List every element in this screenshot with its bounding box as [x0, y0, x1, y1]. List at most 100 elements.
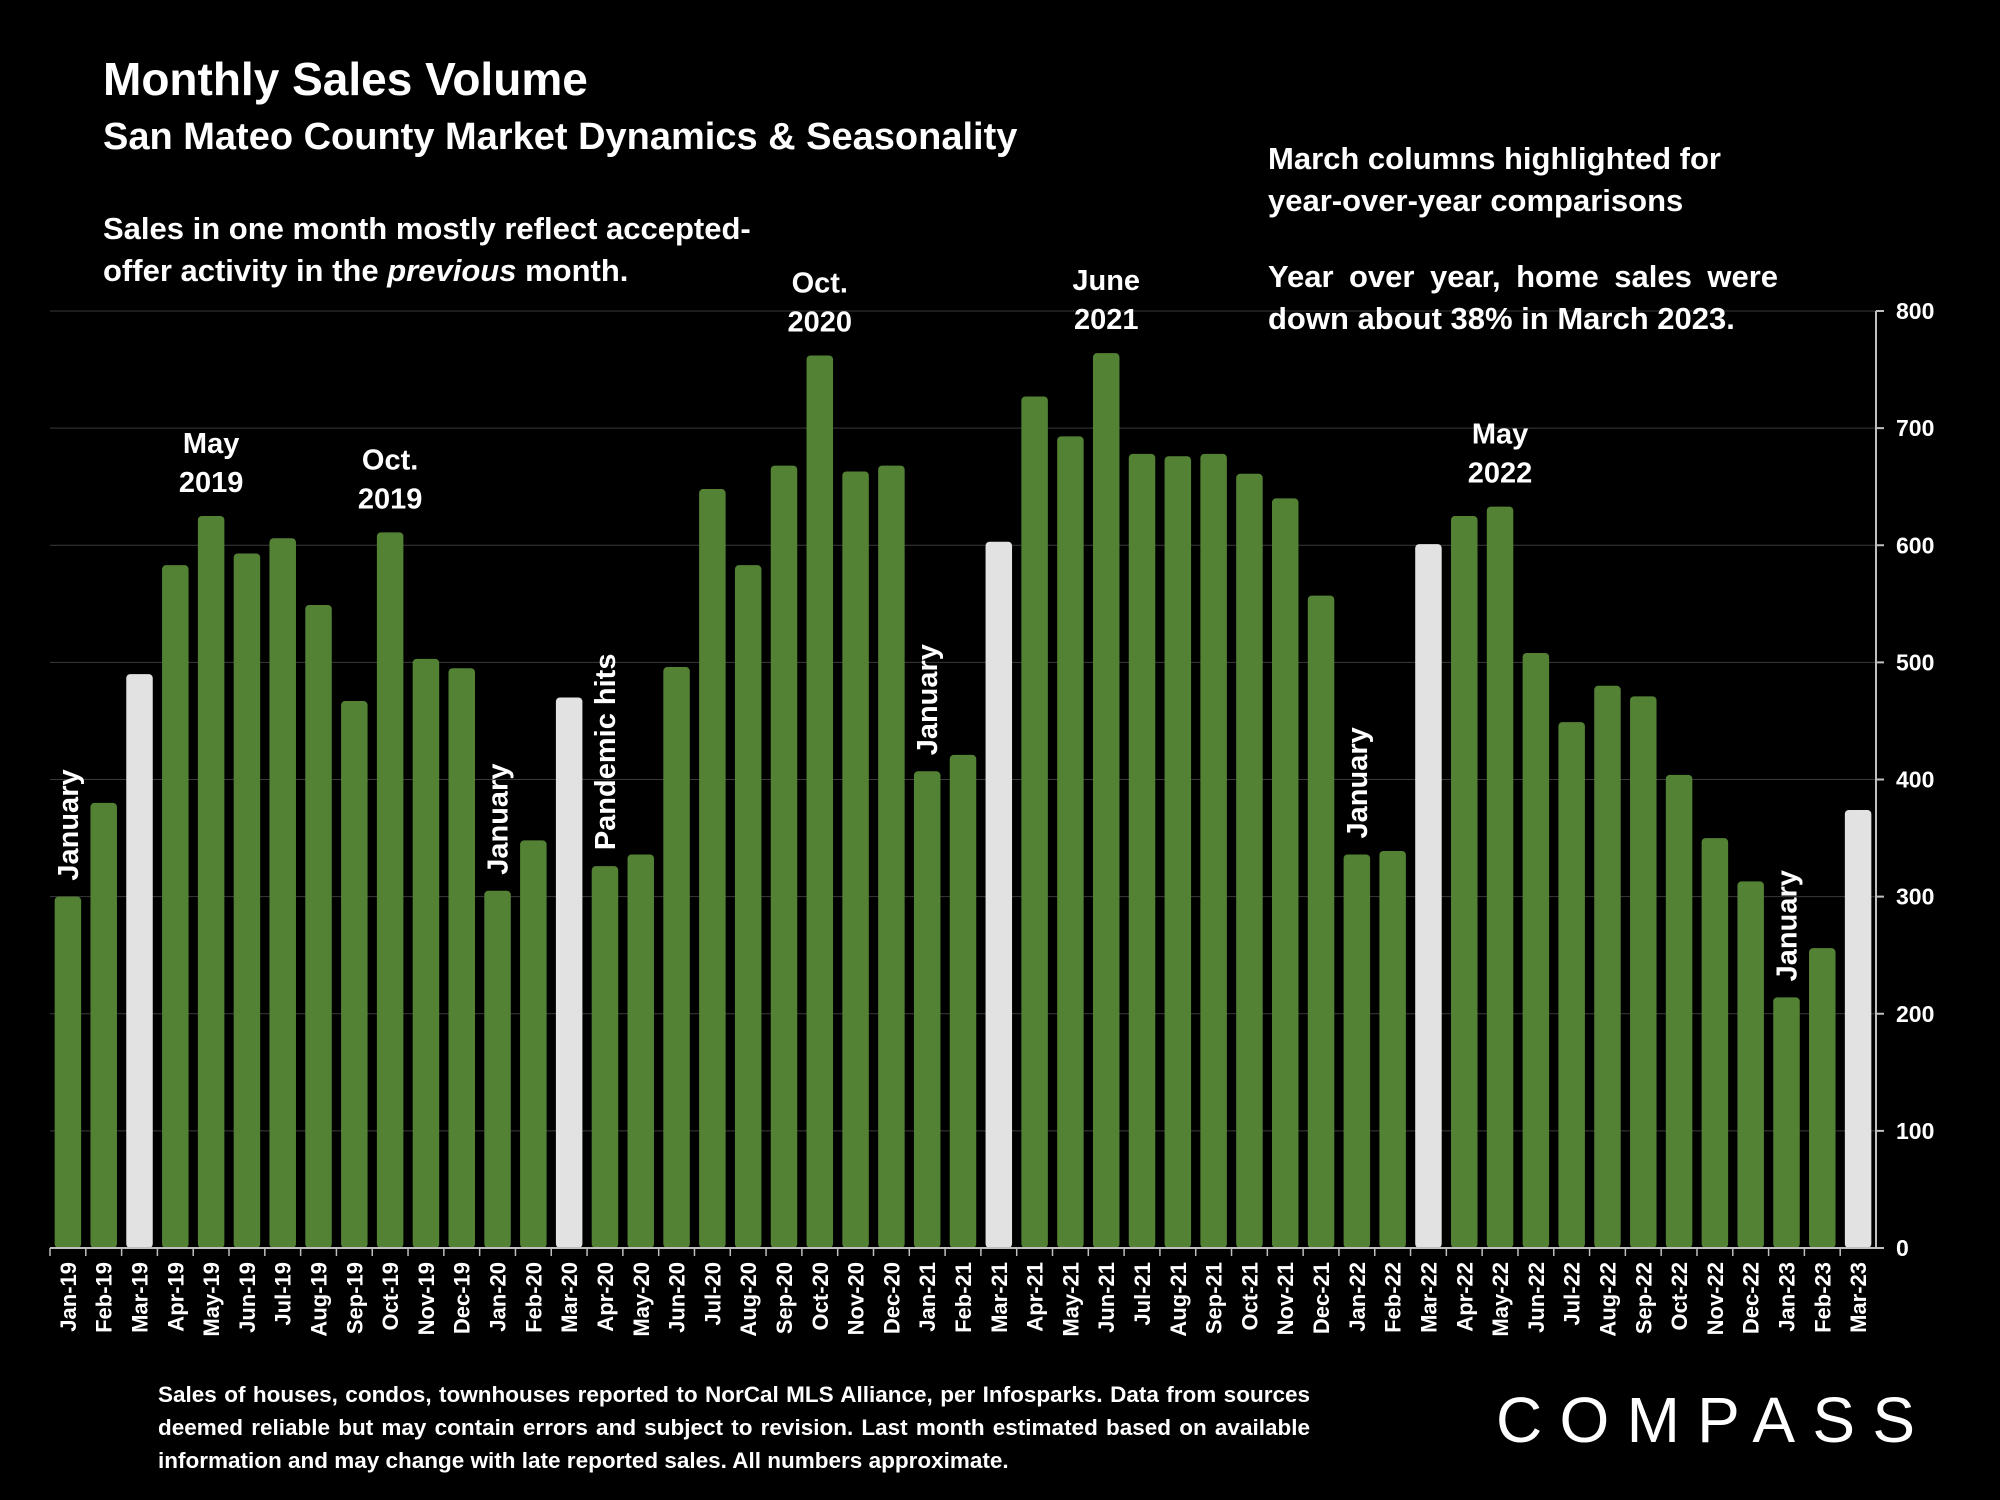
x-tick-label: Nov-21	[1273, 1262, 1298, 1335]
bar	[985, 541, 1013, 1248]
x-tick-label: Nov-20	[844, 1262, 869, 1335]
bar	[1558, 722, 1585, 1248]
annotations: January May 2019 Oct. 2019 January Pandemic hi…	[53, 265, 1804, 981]
x-tick-label: Jul-21	[1130, 1262, 1155, 1326]
x-tick-label: Apr-19	[163, 1262, 188, 1332]
x-tick-label: May-21	[1058, 1262, 1083, 1337]
x-tick-label: Jul-20	[700, 1262, 725, 1326]
bar	[376, 532, 404, 1248]
chart-subtitle: San Mateo County Market Dynamics & Seaso…	[103, 116, 1018, 158]
x-tick-label: Dec-19	[450, 1262, 475, 1334]
x-tick-label: Aug-19	[307, 1262, 332, 1337]
x-tick-label: May-20	[629, 1262, 654, 1337]
annotation-label: 2022	[1468, 458, 1533, 490]
bar	[591, 866, 619, 1248]
bar	[1271, 498, 1299, 1248]
y-tick-label: 600	[1896, 532, 1934, 558]
bar	[1057, 436, 1084, 1249]
annotation-label: May	[183, 428, 239, 460]
bar	[448, 668, 475, 1248]
bar	[555, 697, 583, 1248]
bar	[197, 515, 225, 1248]
y-tick-label: 200	[1896, 1001, 1934, 1027]
annotation-label: Oct.	[362, 444, 418, 476]
bar	[1594, 685, 1621, 1248]
bar	[842, 471, 869, 1248]
x-tick-labels: Jan-19 Feb-19 Mar-19 Apr-19 May-19 Jun-19 Jul-…	[56, 1262, 1871, 1337]
bar	[663, 667, 690, 1248]
x-tick-label: Feb-21	[951, 1262, 976, 1333]
bar	[806, 355, 834, 1248]
bar	[90, 802, 117, 1248]
x-tick-label: Aug-20	[736, 1262, 761, 1337]
x-tick-label: Jan-23	[1774, 1262, 1799, 1332]
x-tick-label: Nov-22	[1703, 1262, 1728, 1335]
bar	[878, 465, 905, 1249]
annotation-label: January	[1771, 870, 1803, 981]
bar	[1236, 473, 1263, 1249]
note-left-line2-post: month.	[516, 253, 629, 288]
bar	[1164, 456, 1192, 1248]
x-tick-label: Dec-20	[879, 1262, 904, 1334]
x-tick-label: Jan-20	[486, 1262, 511, 1332]
bar	[484, 890, 511, 1248]
bar	[1665, 774, 1693, 1248]
x-tick-label: Jun-21	[1094, 1262, 1119, 1333]
x-tick-label: Aug-21	[1166, 1262, 1191, 1337]
x-tick-label: Oct-20	[808, 1262, 833, 1330]
x-tick-label: Feb-22	[1381, 1262, 1406, 1333]
bar	[627, 854, 655, 1248]
note-right-p2: Year over year, home sales were down abo…	[1268, 259, 1778, 336]
bar	[1630, 696, 1657, 1248]
bar	[412, 658, 440, 1248]
x-tick-label: Sep-20	[772, 1262, 797, 1334]
y-tick-label: 400	[1896, 767, 1934, 793]
x-tick-label: Apr-21	[1023, 1262, 1048, 1332]
bar	[341, 701, 368, 1248]
bar	[1021, 396, 1048, 1249]
x-tick-label: May-22	[1488, 1262, 1513, 1337]
x-tick-label: Feb-19	[92, 1262, 117, 1333]
annotation-label: 2021	[1074, 304, 1139, 336]
bar	[1128, 453, 1156, 1249]
x-tick-label: Mar-23	[1846, 1262, 1871, 1333]
note-right: March columns highlighted for year-over-…	[1268, 138, 1778, 374]
compass-logo-text: COMPASS	[1496, 1384, 1924, 1454]
note-right-p1: March columns highlighted for year-over-…	[1268, 141, 1721, 218]
bar	[1200, 453, 1227, 1249]
compass-logo: COMPASS	[1496, 1384, 1924, 1454]
y-tick-label: 800	[1896, 298, 1934, 324]
bar	[1451, 515, 1478, 1248]
x-tick-label: Dec-21	[1309, 1262, 1334, 1334]
bars	[54, 353, 1872, 1249]
x-tick-label: Mar-22	[1416, 1262, 1441, 1333]
x-tick-label: Jan-21	[915, 1262, 940, 1332]
bar	[699, 489, 726, 1248]
chart-title: Monthly Sales Volume	[103, 53, 588, 105]
x-tick-label: Jul-22	[1560, 1262, 1585, 1326]
y-tick-label: 700	[1896, 415, 1934, 441]
x-tick-label: Sep-22	[1631, 1262, 1656, 1334]
bar	[54, 896, 82, 1248]
note-left-emphasis: previous	[387, 253, 517, 288]
x-tick-label: May-19	[199, 1262, 224, 1337]
annotation-label: Pandemic hits	[590, 654, 622, 851]
annotation-label: 2019	[179, 467, 244, 499]
y-tick-labels: 0 100 200 300 400 500 600 700 800	[1896, 298, 1934, 1261]
bar	[1844, 809, 1872, 1248]
x-tick-label: Jul-19	[271, 1262, 296, 1326]
x-tick-label: Feb-20	[521, 1262, 546, 1333]
bar	[1343, 854, 1371, 1248]
bar	[770, 465, 798, 1249]
bar	[1701, 838, 1729, 1248]
bar	[1773, 997, 1800, 1248]
bar	[734, 565, 762, 1248]
bar	[269, 538, 296, 1248]
bar	[1379, 850, 1406, 1248]
x-tick-label: Apr-22	[1452, 1262, 1477, 1332]
x-tick-label: Jan-22	[1345, 1262, 1370, 1332]
x-tick-label: Feb-23	[1810, 1262, 1835, 1333]
x-tick-label: Oct-21	[1237, 1262, 1262, 1330]
annotation-label: June	[1072, 265, 1140, 297]
